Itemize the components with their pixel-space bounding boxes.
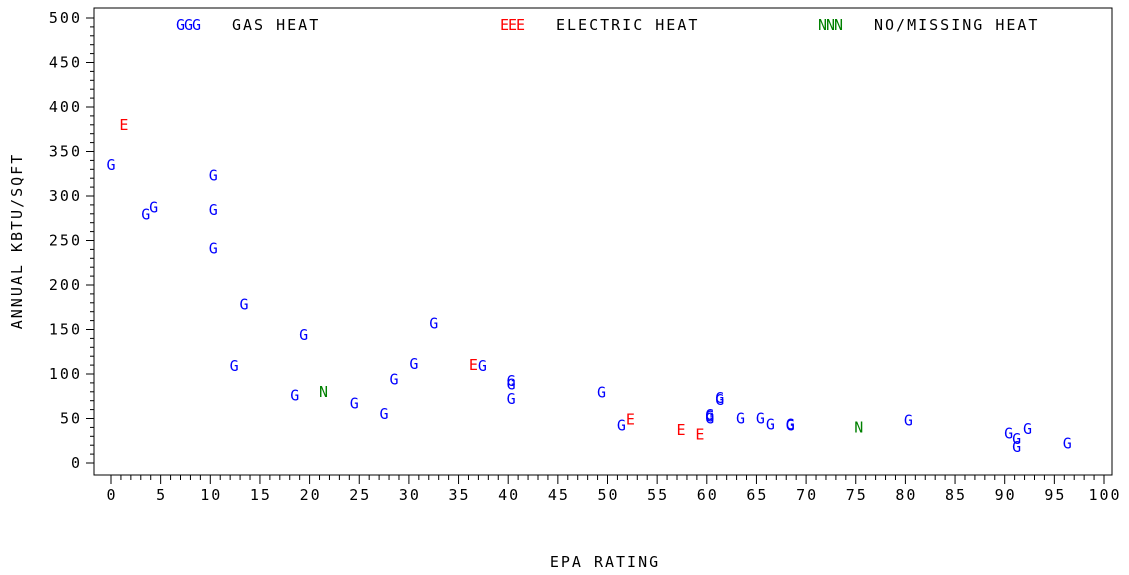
data-point: G	[240, 296, 249, 314]
y-tick-label: 200	[49, 276, 82, 294]
legend-label: GAS HEAT	[232, 16, 320, 34]
data-point: G	[786, 416, 795, 434]
x-tick-label: 70	[796, 486, 818, 504]
axes: 0 50 100 150 200 250 300 350 400 450 500 0 5 10 15 20 25…	[49, 7, 1121, 504]
x-tick-label: 55	[647, 486, 669, 504]
x-tick-label: 25	[349, 486, 371, 504]
y-tick-label: 0	[71, 454, 82, 472]
x-tick-label: 65	[746, 486, 768, 504]
data-point: G	[1012, 430, 1021, 448]
data-point: G	[409, 355, 418, 373]
x-tick-label: 90	[995, 486, 1017, 504]
legend-entry: NNN NO/MISSING HEAT	[818, 16, 1039, 34]
data-point: G	[705, 408, 714, 426]
legend-symbol: GGG	[176, 16, 201, 34]
data-point: G	[715, 391, 724, 409]
y-tick-label: 150	[49, 321, 82, 339]
data-point: G	[149, 199, 158, 217]
legend-label: ELECTRIC HEAT	[556, 16, 699, 34]
data-point: G	[209, 201, 218, 219]
data-point: G	[290, 386, 299, 404]
data-point: E	[626, 410, 635, 428]
y-tick-label: 350	[49, 143, 82, 161]
series-n: NN	[319, 383, 863, 437]
data-point: G	[1012, 438, 1021, 456]
data-point: G	[350, 394, 359, 412]
legend-symbol: NNN	[818, 16, 843, 34]
data-point: G	[141, 206, 150, 224]
data-point: G	[209, 240, 218, 258]
x-tick-label: 0	[106, 486, 117, 504]
data-point: G	[380, 405, 389, 423]
y-tick-label: 300	[49, 187, 82, 205]
data-point: G	[106, 156, 115, 174]
legend-label: NO/MISSING HEAT	[874, 16, 1039, 34]
data-point: G	[756, 410, 765, 428]
x-tick-label: 45	[548, 486, 570, 504]
data-point: G	[507, 390, 516, 408]
y-tick-label: 100	[49, 365, 82, 383]
data-point: G	[597, 384, 606, 402]
data-point: G	[1023, 420, 1032, 438]
x-tick-label: 95	[1044, 486, 1066, 504]
x-tick-label: 100	[1088, 486, 1121, 504]
legend-entry: EEE ELECTRIC HEAT	[500, 16, 699, 34]
x-tick-label: 20	[300, 486, 322, 504]
data-point: E	[695, 426, 704, 444]
data-point: G	[715, 389, 724, 407]
x-tick-label: 40	[498, 486, 520, 504]
data-point: G	[786, 417, 795, 435]
data-point: N	[854, 418, 863, 436]
legend: GGG GAS HEAT EEE ELECTRIC HEAT NNN NO/MISSING…	[176, 16, 1039, 34]
legend-symbol: EEE	[500, 16, 525, 34]
data-point: G	[617, 417, 626, 435]
plot-frame	[93, 7, 1113, 476]
y-tick-label: 400	[49, 98, 82, 116]
data-point: G	[1004, 425, 1013, 443]
y-tick-label: 250	[49, 232, 82, 250]
x-tick-label: 85	[945, 486, 967, 504]
x-axis-label: EPA RATING	[550, 553, 660, 571]
x-tick-label: 5	[156, 486, 167, 504]
y-tick-label: 500	[49, 9, 82, 27]
data-point: G	[736, 410, 745, 428]
data-point: E	[676, 421, 685, 439]
data-point: G	[389, 370, 398, 388]
data-point: G	[705, 406, 714, 424]
data-point: N	[319, 383, 328, 401]
x-tick-label: 15	[250, 486, 272, 504]
data-point: G	[507, 376, 516, 394]
x-tick-label: 80	[895, 486, 917, 504]
data-point: G	[1063, 434, 1072, 452]
data-point: E	[469, 356, 478, 374]
x-tick-label: 35	[449, 486, 471, 504]
y-tick-label: 50	[60, 410, 82, 428]
data-point: G	[230, 357, 239, 375]
y-axis-label: ANNUAL KBTU/SQFT	[8, 153, 26, 330]
data-point: G	[507, 372, 516, 390]
x-tick-label: 30	[399, 486, 421, 504]
data-point: G	[429, 314, 438, 332]
y-tick-label: 450	[49, 54, 82, 72]
x-tick-label: 10	[200, 486, 222, 504]
data-point: G	[478, 357, 487, 375]
x-tick-label: 75	[846, 486, 868, 504]
data-point: G	[766, 416, 775, 434]
x-tick-label: 60	[697, 486, 719, 504]
data-point: G	[209, 167, 218, 185]
data-point: G	[705, 410, 714, 428]
data-point: E	[119, 116, 128, 134]
legend-entry: GGG GAS HEAT	[176, 16, 320, 34]
data-point: G	[299, 326, 308, 344]
x-tick-label: 50	[597, 486, 619, 504]
data-point: G	[904, 411, 913, 429]
